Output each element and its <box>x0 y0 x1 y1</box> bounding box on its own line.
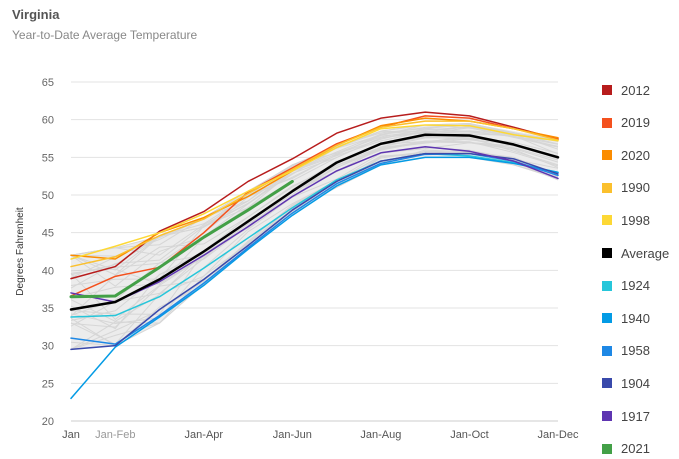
series-line-1917 <box>70 146 559 303</box>
x-tick-label: Jan-Dec <box>538 429 579 441</box>
legend-item-1958[interactable]: 1958 <box>602 341 650 361</box>
historical-year-line <box>70 130 559 287</box>
y-tick-label: 25 <box>42 378 54 390</box>
legend-label: 1958 <box>621 343 650 359</box>
series-line-average <box>69 133 560 311</box>
x-tick-label: Jan-Jun <box>273 429 312 441</box>
legend-label: 2012 <box>621 82 650 98</box>
y-tick-label: 45 <box>42 228 54 240</box>
x-tick-label: Jan-Oct <box>450 429 489 441</box>
legend-swatch <box>602 345 612 356</box>
x-tick-label: Jan <box>62 429 80 441</box>
legend-swatch <box>602 443 612 454</box>
legend-item-1940[interactable]: 1940 <box>602 308 650 328</box>
y-tick-label: 65 <box>42 77 54 89</box>
y-axis-title: Degrees Fahrenheit <box>15 207 26 296</box>
y-tick-label: 50 <box>42 190 54 202</box>
legend-item-1990[interactable]: 1990 <box>602 178 650 198</box>
series-line-1998 <box>70 124 559 260</box>
chart-subtitle: Year-to-Date Average Temperature <box>12 28 198 42</box>
legend-label: 2021 <box>621 441 650 457</box>
legend-swatch <box>602 117 612 128</box>
legend-item-2019[interactable]: 2019 <box>602 113 650 133</box>
historical-year-line <box>70 127 559 256</box>
historical-year-line <box>70 141 559 320</box>
y-tick-label: 20 <box>42 416 54 428</box>
series-line-1904 <box>70 152 559 351</box>
legend-item-2020[interactable]: 2020 <box>602 145 650 165</box>
historical-year-line <box>70 128 559 276</box>
y-tick-label: 35 <box>42 303 54 315</box>
legend-label: 1990 <box>621 180 650 196</box>
y-tick-label: 30 <box>42 341 54 353</box>
legend-swatch <box>602 182 612 193</box>
legend-label: 1924 <box>621 278 650 294</box>
chart-title: Virginia <box>12 7 60 22</box>
legend-item-average[interactable]: Average <box>602 243 669 263</box>
legend-item-2012[interactable]: 2012 <box>602 80 650 100</box>
legend-label: 1917 <box>621 408 650 424</box>
x-tick-label: Jan-Feb <box>95 429 135 441</box>
series-line-1990 <box>70 120 559 268</box>
series-line-1924 <box>70 152 559 318</box>
series-line-2019 <box>70 115 559 297</box>
legend-label: 1998 <box>621 212 650 228</box>
legend-label: 2020 <box>621 147 650 163</box>
x-tick-label: Jan-Aug <box>360 429 401 441</box>
legend-swatch <box>602 85 612 95</box>
legend-swatch <box>602 280 612 291</box>
legend-item-1917[interactable]: 1917 <box>602 406 650 426</box>
legend-item-2021[interactable]: 2021 <box>602 439 650 459</box>
legend-label: Average <box>621 245 670 261</box>
legend-item-1998[interactable]: 1998 <box>602 210 650 230</box>
y-tick-label: 40 <box>42 265 54 277</box>
historical-year-line <box>70 126 559 276</box>
legend-label: 1940 <box>621 310 650 326</box>
series-line-2021 <box>69 179 294 299</box>
legend-swatch <box>602 313 612 324</box>
legend-swatch <box>602 150 612 161</box>
series-line-1940 <box>70 156 559 400</box>
legend-item-1904[interactable]: 1904 <box>602 373 650 393</box>
historical-year-line <box>70 149 559 328</box>
x-tick-label: Jan-Apr <box>185 429 224 441</box>
legend-label: 1904 <box>621 375 650 391</box>
plot-area: 20 25 30 35 40 45 50 55 60 65 Jan Jan-Feb Jan-Apr Jan… <box>15 77 579 441</box>
legend-label: 2019 <box>621 115 650 131</box>
legend-swatch <box>602 215 612 226</box>
y-tick-label: 60 <box>42 115 54 127</box>
legend-swatch <box>602 378 612 389</box>
y-tick-label: 55 <box>42 152 54 164</box>
legend-item-1924[interactable]: 1924 <box>602 276 650 296</box>
legend-swatch <box>602 411 612 421</box>
legend-swatch <box>602 248 612 258</box>
